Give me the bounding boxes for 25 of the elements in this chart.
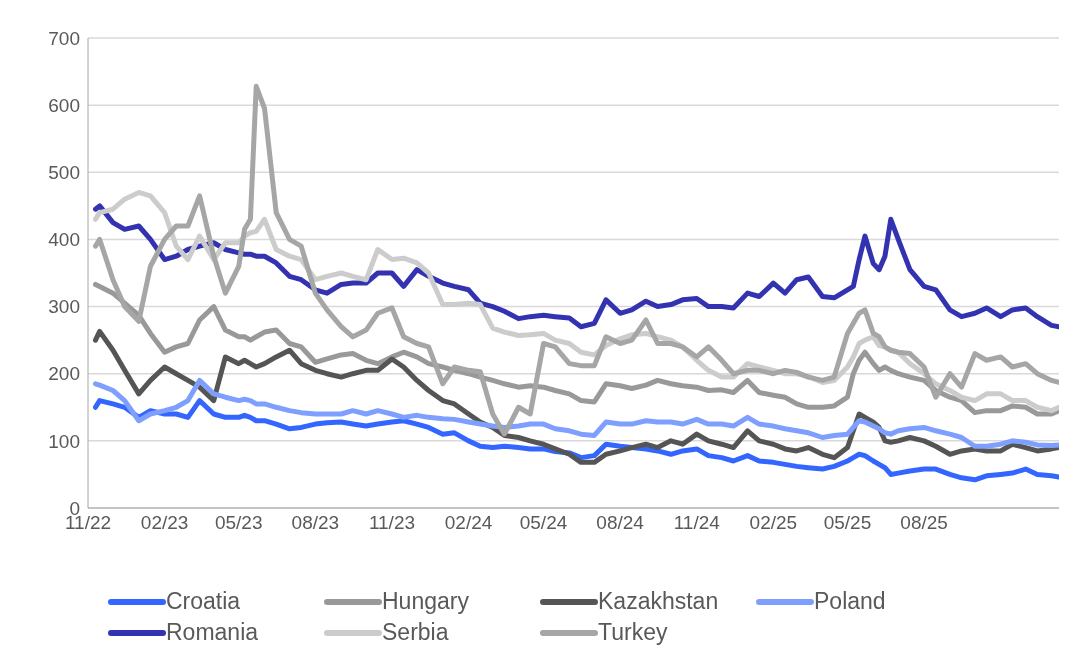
legend-label: Hungary <box>382 588 469 615</box>
y-tick-label: 200 <box>48 363 80 385</box>
x-tick-label: 05/24 <box>519 512 568 534</box>
x-tick-label: 11/23 <box>368 512 416 534</box>
legend-label: Kazakhstan <box>598 588 719 615</box>
legend-label: Serbia <box>382 619 449 646</box>
x-tick-label: 05/23 <box>214 512 263 534</box>
x-tick-label: 08/23 <box>291 512 340 534</box>
y-tick-label: 700 <box>48 27 80 49</box>
y-tick-label: 500 <box>48 162 80 184</box>
x-tick-label: 08/24 <box>596 512 645 534</box>
legend-label: Romania <box>166 619 259 646</box>
legend-label: Poland <box>814 588 886 615</box>
y-tick-label: 300 <box>48 296 80 318</box>
x-tick-label: 02/25 <box>749 512 798 534</box>
y-tick-label: 600 <box>48 94 80 116</box>
x-tick-label: 05/25 <box>823 512 872 534</box>
x-tick-label: 08/25 <box>900 512 948 534</box>
x-tick-label: 02/23 <box>140 512 189 534</box>
legend-label: Turkey <box>598 619 668 646</box>
x-tick-label: 11/24 <box>673 512 721 534</box>
y-tick-label: 400 <box>48 229 80 251</box>
x-tick-label: 02/24 <box>444 512 493 534</box>
y-tick-label: 100 <box>48 430 80 452</box>
legend-label: Croatia <box>166 588 241 615</box>
